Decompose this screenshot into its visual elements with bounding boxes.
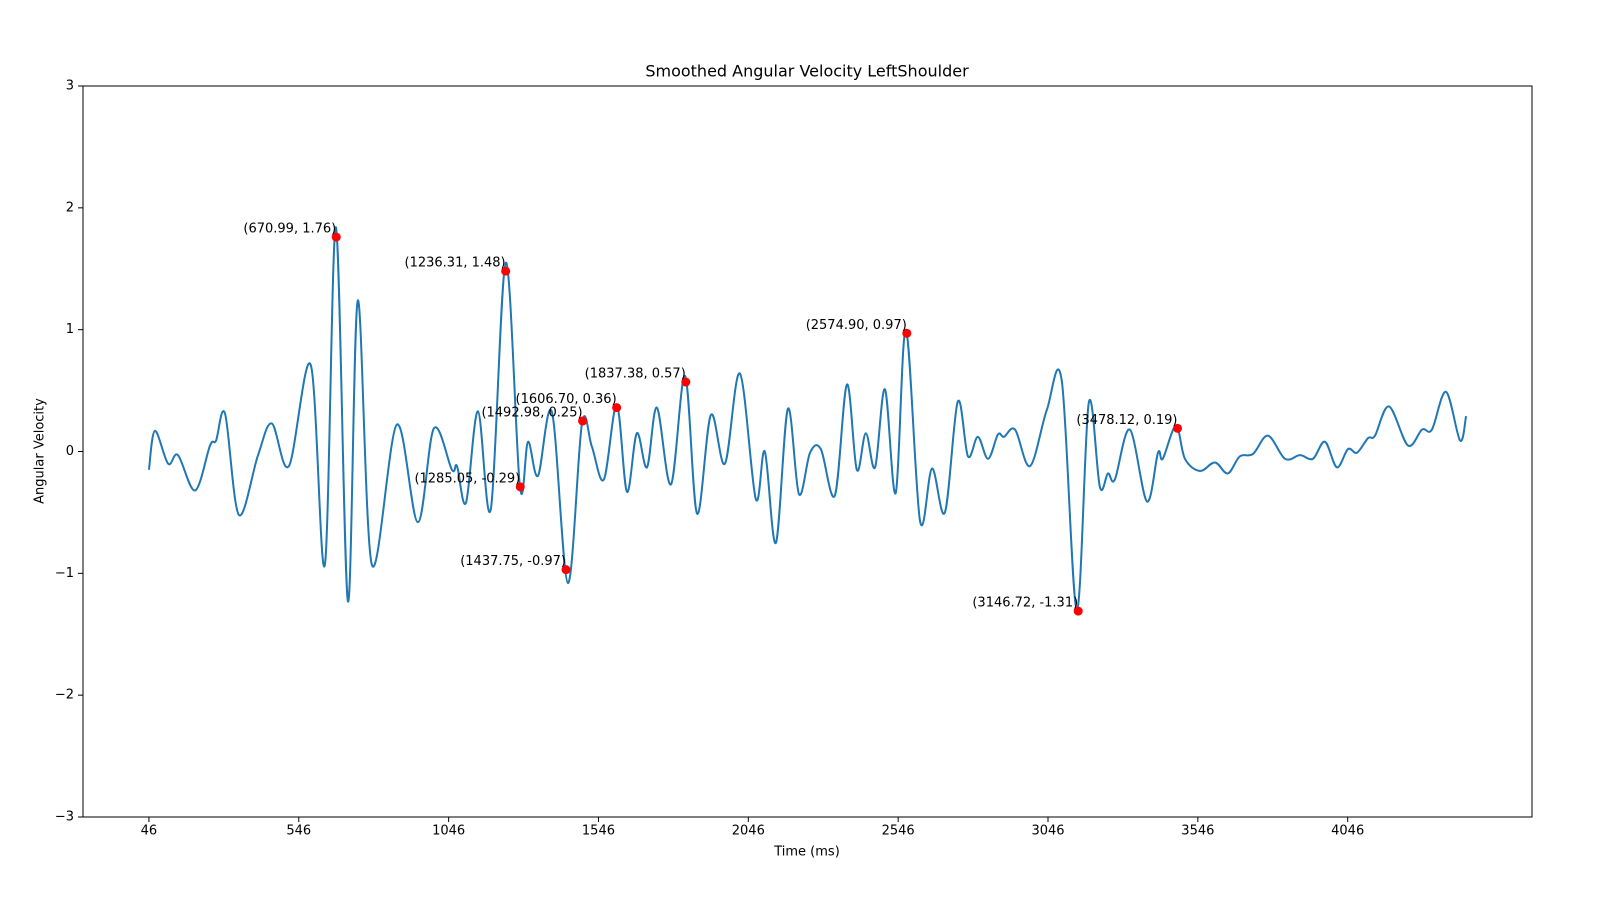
peak-point: [501, 266, 511, 276]
x-tick-label: 3546: [1181, 824, 1214, 839]
x-tick-label: 4046: [1331, 824, 1364, 839]
x-tick-label: 3046: [1031, 824, 1064, 839]
y-tick-label: 0: [66, 444, 74, 459]
peak-point: [515, 482, 525, 492]
x-axis-label: Time (ms): [773, 845, 840, 860]
peak-point: [1173, 423, 1183, 433]
point-annotation: (1236.31, 1.48): [405, 256, 506, 271]
x-tick-label: 1046: [432, 824, 465, 839]
y-tick-label: 1: [66, 322, 74, 337]
peak-point: [902, 328, 912, 338]
point-annotation: (1837.38, 0.57): [585, 367, 686, 382]
plot-frame: [82, 85, 1533, 818]
peak-point: [561, 565, 571, 575]
point-annotation: (670.99, 1.76): [243, 222, 336, 237]
peak-point: [331, 232, 341, 242]
x-tick-label: 2546: [882, 824, 915, 839]
point-annotation: (1437.75, -0.97): [460, 554, 566, 569]
y-axis-label: Angular Velocity: [33, 398, 48, 504]
chart-title: Smoothed Angular Velocity LeftShoulder: [645, 62, 969, 81]
point-annotation: (1606.70, 0.36): [516, 392, 617, 407]
point-annotation: (3478.12, 0.19): [1076, 413, 1177, 428]
point-annotation: (3146.72, -1.31): [972, 596, 1078, 611]
x-tick-label: 2046: [732, 824, 765, 839]
y-tick-label: −3: [55, 810, 74, 825]
point-annotation: (2574.90, 0.97): [806, 318, 907, 333]
x-tick-label: 1546: [582, 824, 615, 839]
y-tick-label: −1: [55, 566, 74, 581]
point-annotation: (1285.05, -0.29): [414, 471, 520, 486]
x-tick-label: 546: [286, 824, 311, 839]
y-tick-label: 2: [66, 200, 74, 215]
peak-point: [681, 377, 691, 387]
peak-point: [578, 416, 588, 426]
point-annotation: (1492.98, 0.25): [481, 406, 582, 421]
y-tick-label: 3: [66, 79, 74, 94]
x-tick-label: 46: [141, 824, 158, 839]
y-tick-label: −2: [55, 688, 74, 703]
peak-point: [1073, 606, 1083, 616]
peak-point: [612, 403, 622, 413]
data-line: [147, 226, 1468, 611]
